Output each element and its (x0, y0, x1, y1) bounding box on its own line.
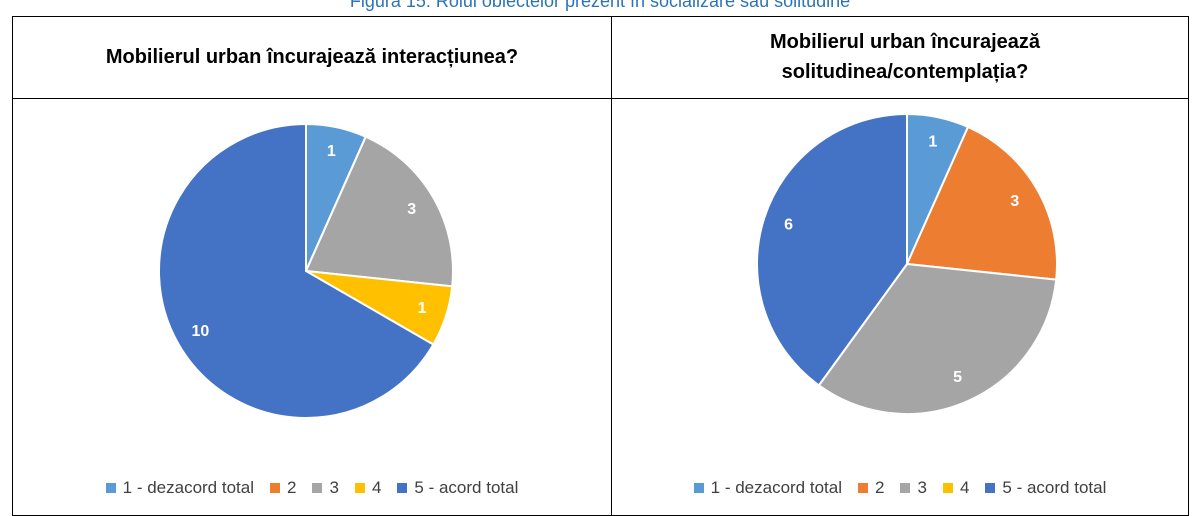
legend-swatch (858, 483, 868, 493)
chart-cell: 1 3 5 6 1 - dezacord total 2 3 4 5 - acord total (612, 99, 1188, 508)
legend-label: 5 - acord total (414, 478, 519, 497)
legend-item: 1 - dezacord total (105, 478, 254, 498)
legend-swatch (985, 483, 996, 493)
legend-swatch (312, 483, 323, 493)
data-label: 6 (784, 217, 793, 234)
legend-label: 3 (917, 478, 927, 497)
chart-cell: 1 3 1 10 1 - dezacord total 2 3 4 5 - acord tota… (12, 99, 612, 508)
legend: 1 - dezacord total 2 3 4 5 - acord total (12, 478, 612, 498)
legend: 1 - dezacord total 2 3 4 5 - acord total (612, 478, 1188, 498)
pie-slice (304, 135, 454, 288)
legend-item: 2 (858, 478, 884, 498)
legend-swatch (397, 483, 408, 493)
legend-item: 3 (312, 478, 339, 498)
legend-swatch (105, 483, 116, 493)
pie-chart: 1 3 1 10 (158, 122, 454, 419)
legend-swatch (900, 483, 911, 493)
pie-chart: 1 3 5 6 (756, 112, 1058, 415)
legend-item: 5 - acord total (985, 478, 1106, 498)
data-label: 1 (418, 300, 427, 317)
pie-slice (756, 112, 908, 387)
caption: Figura 15: Rolul obiectelor prezent în s… (349, 0, 851, 11)
legend-item: 4 (942, 478, 970, 498)
chart-title: Mobilierul urban încurajează solitudinea… (769, 31, 1041, 83)
data-label: 10 (191, 323, 209, 340)
data-label: 3 (407, 201, 416, 218)
legend-item: 2 (270, 478, 296, 498)
column-divider (611, 16, 612, 516)
data-label: 3 (1010, 193, 1019, 210)
legend-label: 5 - acord total (1002, 478, 1107, 497)
pie-slice (817, 262, 1058, 415)
legend-item: 5 - acord total (397, 478, 518, 498)
legend-swatch (270, 483, 280, 493)
header-divider (12, 16, 1189, 99)
legend-label: 3 (329, 478, 339, 497)
legend-label: 2 (875, 478, 885, 497)
data-label: 1 (327, 143, 336, 160)
legend-swatch (693, 483, 704, 493)
legend-item: 3 (900, 478, 927, 498)
legend-label: 2 (287, 478, 297, 497)
pie-slice (905, 125, 1058, 281)
data-label: 5 (953, 369, 962, 386)
legend-swatch (942, 483, 953, 493)
legend-label: 1 - dezacord total (122, 478, 254, 497)
chart-title: Mobilierul urban încurajează interacțiun… (105, 46, 519, 68)
legend-label: 1 - dezacord total (710, 478, 842, 497)
legend-item: 4 (354, 478, 382, 498)
pie-slice (158, 122, 435, 419)
data-label: 1 (928, 133, 937, 150)
legend-label: 4 (371, 478, 382, 497)
legend-label: 4 (959, 478, 970, 497)
legend-item: 1 - dezacord total (693, 478, 842, 498)
legend-swatch (354, 483, 365, 493)
